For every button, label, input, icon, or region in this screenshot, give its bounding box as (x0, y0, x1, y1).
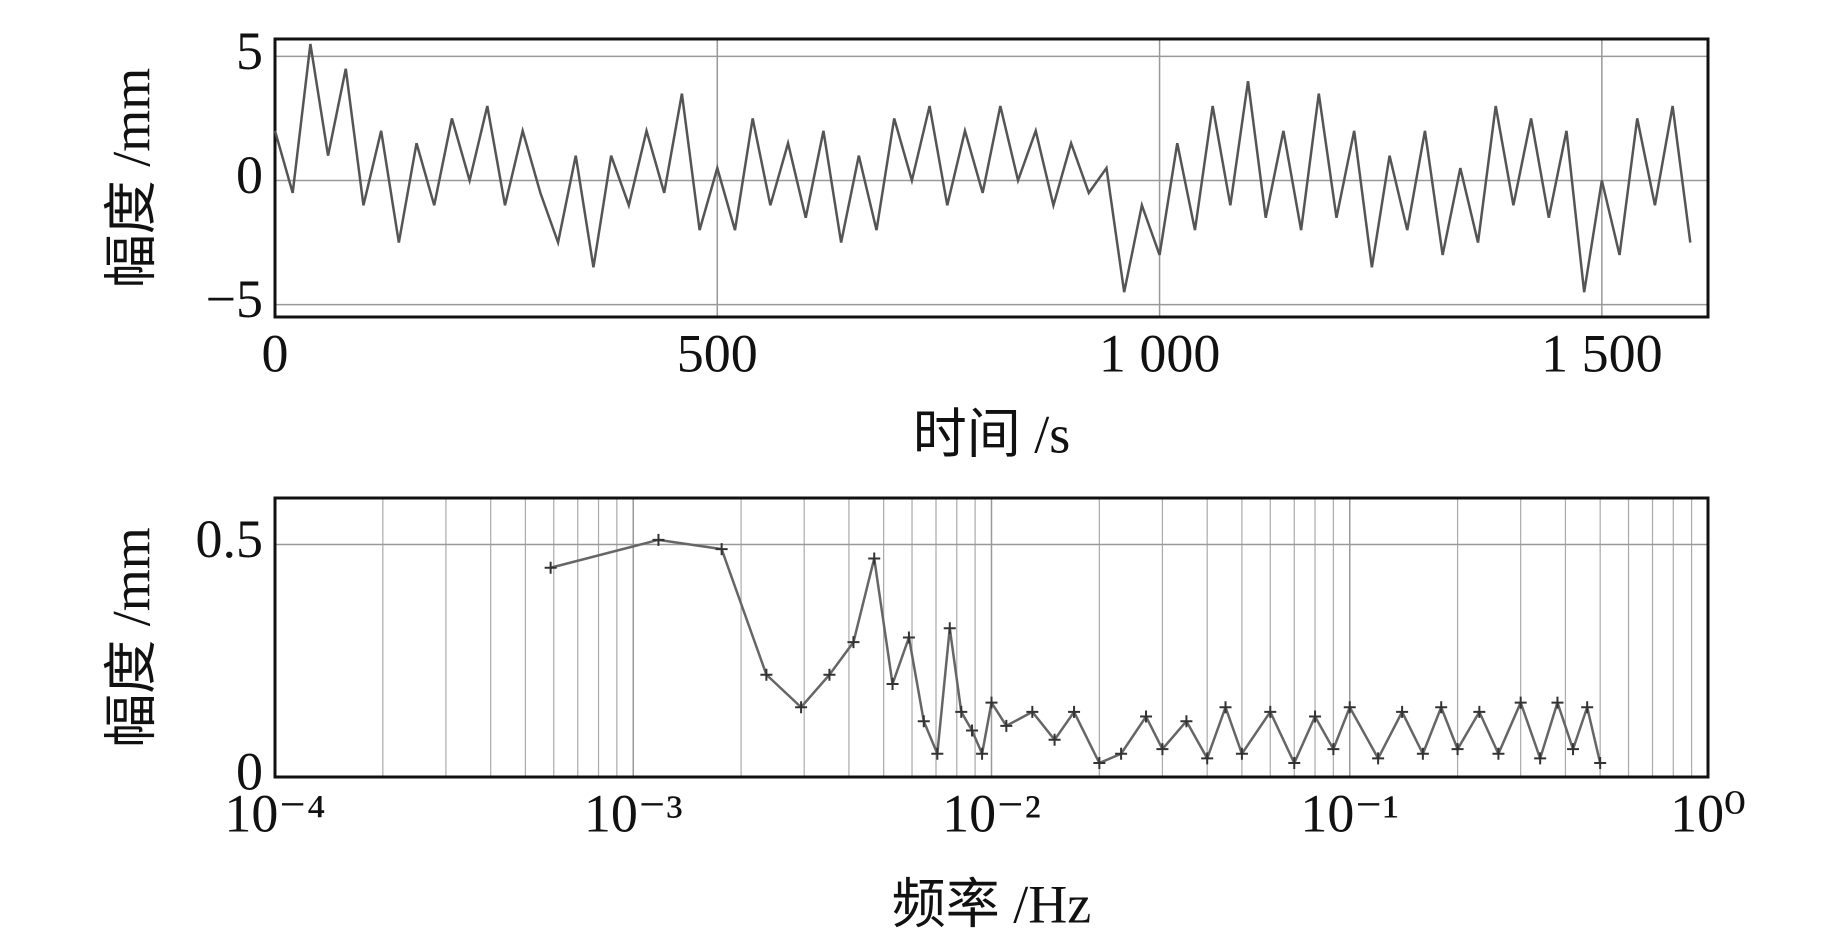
x-tick-label: 500 (677, 323, 758, 383)
point-marker (760, 668, 773, 681)
x-tick-label: 0 (262, 323, 289, 383)
point-marker (715, 543, 728, 556)
x-tick-label: 10⁻¹ (1300, 783, 1399, 843)
point-marker (1581, 701, 1594, 714)
plot-frame (273, 496, 1710, 779)
point-marker (966, 724, 979, 737)
point-marker (1435, 701, 1448, 714)
point-marker (1567, 743, 1580, 756)
point-marker (886, 678, 899, 690)
point-marker (917, 715, 930, 728)
y-tick-label: 5 (236, 21, 263, 81)
point-marker (652, 533, 665, 546)
series-line (273, 43, 1692, 293)
point-marker (931, 747, 944, 760)
point-marker (1514, 696, 1527, 709)
point-marker (544, 561, 557, 574)
point-marker (868, 552, 881, 565)
point-marker (1235, 747, 1248, 760)
point-marker (1000, 719, 1013, 732)
series-line (550, 538, 1602, 767)
point-marker (847, 636, 860, 649)
point-marker (1026, 705, 1039, 718)
point-marker (1534, 752, 1547, 765)
x-axis-label: 时间 /s (913, 404, 1071, 464)
y-tick-label: 0 (236, 145, 263, 205)
point-marker (1451, 743, 1464, 756)
plot-frame (273, 37, 1710, 319)
y-tick-label: −5 (206, 269, 263, 329)
x-tick-label: 10⁰ (1670, 783, 1746, 843)
point-marker (1473, 705, 1486, 718)
point-marker (985, 696, 998, 709)
point-marker (1492, 747, 1505, 760)
point-marker (1594, 757, 1607, 770)
point-marker (795, 701, 808, 714)
point-marker (1264, 705, 1277, 718)
point-marker (1416, 747, 1429, 760)
y-tick-label: 0 (236, 741, 263, 801)
point-marker (1140, 710, 1153, 723)
point-marker (1068, 705, 1081, 718)
point-marker (1551, 696, 1564, 709)
point-marker (1093, 757, 1106, 770)
x-tick-label: 1 500 (1541, 323, 1663, 383)
point-marker (1372, 752, 1385, 765)
point-marker (1115, 747, 1128, 760)
x-tick-label: 1 000 (1099, 323, 1221, 383)
point-marker (902, 631, 915, 644)
x-tick-label: 10⁻² (942, 783, 1041, 843)
point-marker (1396, 705, 1409, 718)
point-marker (1288, 757, 1301, 770)
point-marker (1219, 701, 1232, 714)
x-tick-label: 10⁻⁴ (224, 783, 325, 843)
y-axis-label: 幅度 /mm (101, 68, 161, 289)
point-marker (1180, 715, 1193, 728)
point-marker (1343, 701, 1356, 714)
point-marker (955, 705, 968, 718)
x-axis-label: 频率 /Hz (892, 874, 1091, 934)
y-axis-label: 幅度 /mm (101, 527, 161, 748)
point-marker (976, 747, 989, 760)
y-tick-label: 0.5 (196, 509, 264, 569)
point-marker (943, 622, 956, 635)
point-marker (1201, 752, 1214, 765)
point-marker (823, 668, 836, 681)
x-tick-label: 10⁻³ (584, 783, 683, 843)
point-marker (1048, 733, 1061, 746)
point-marker (1327, 743, 1340, 756)
point-marker (1156, 743, 1169, 756)
point-marker (1309, 710, 1322, 723)
